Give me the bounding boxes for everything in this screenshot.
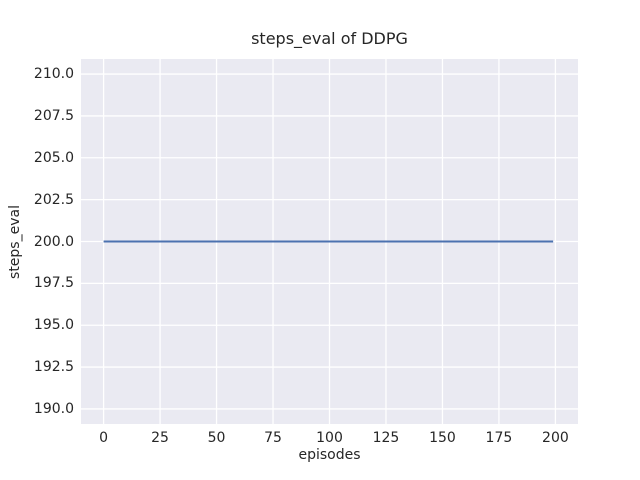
y-tick-label: 192.5 xyxy=(33,359,74,376)
x-tick-label: 200 xyxy=(542,430,569,446)
y-tick-label: 200.0 xyxy=(33,233,74,250)
y-tick-label: 190.0 xyxy=(33,400,74,417)
y-tick-label: 210.0 xyxy=(33,66,74,83)
chart-title: steps_eval of DDPG xyxy=(251,29,408,48)
x-tick-label: 75 xyxy=(264,430,282,446)
plot-canvas xyxy=(81,59,578,424)
x-tick-label: 50 xyxy=(207,430,226,446)
y-tick-label: 202.5 xyxy=(33,191,74,208)
x-tick-label: 125 xyxy=(372,430,400,446)
x-tick-label: 100 xyxy=(316,430,343,446)
x-tick-label: 25 xyxy=(151,430,169,446)
y-tick-label: 195.0 xyxy=(33,317,74,334)
x-axis-label: episodes xyxy=(298,447,361,463)
y-tick-label: 207.5 xyxy=(33,107,74,124)
plot-area xyxy=(81,59,578,424)
x-tick-label: 150 xyxy=(429,430,456,446)
y-tick-label: 205.0 xyxy=(33,149,74,166)
y-tick-label: 197.5 xyxy=(33,275,74,292)
x-tick-label: 175 xyxy=(485,430,513,446)
x-tick-label: 0 xyxy=(99,430,109,446)
